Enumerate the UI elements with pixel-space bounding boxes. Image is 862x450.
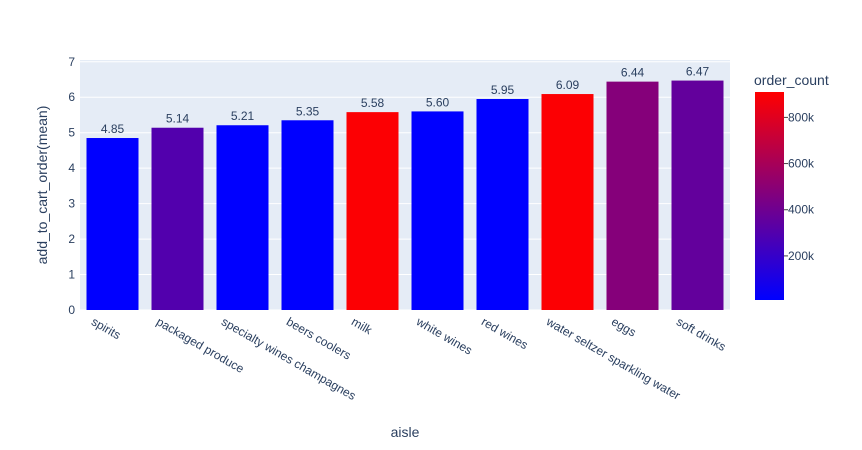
y-tick-label: 7 — [68, 55, 75, 69]
y-tick-label: 2 — [68, 232, 75, 246]
colorbar-tick-label: 200k — [788, 249, 815, 263]
x-tick-label: soft drinks — [674, 314, 728, 353]
y-tick-label: 1 — [68, 268, 75, 282]
y-tick-label: 0 — [68, 303, 75, 317]
bar — [281, 120, 334, 310]
colorbar-gradient — [755, 92, 784, 300]
bar-value-label: 6.09 — [556, 78, 580, 92]
bar-value-label: 5.35 — [296, 104, 320, 118]
colorbar-tick-label: 800k — [788, 110, 815, 124]
colorbar: order_count 200k 400k 600k 800k — [754, 72, 829, 300]
colorbar-tick-label: 400k — [788, 203, 815, 217]
bar-value-label: 4.85 — [101, 122, 125, 136]
bars — [86, 80, 724, 311]
bar-value-label: 6.47 — [686, 65, 710, 79]
y-axis-title: add_to_cart_order(mean) — [34, 106, 50, 265]
y-tick-label: 5 — [68, 126, 75, 140]
bar-value-label: 5.95 — [491, 83, 515, 97]
bar — [216, 125, 269, 310]
bar — [86, 138, 139, 310]
x-tick-label: milk — [349, 314, 375, 337]
y-tick-label: 6 — [68, 90, 75, 104]
bar-value-label: 5.21 — [231, 109, 255, 123]
x-tick-label: white wines — [413, 314, 475, 358]
bar-value-label: 5.14 — [166, 112, 190, 126]
y-axis-ticks: 0 1 2 3 4 5 6 7 — [68, 55, 75, 317]
y-tick-label: 3 — [68, 197, 75, 211]
colorbar-tick-label: 600k — [788, 157, 815, 171]
bar — [151, 127, 204, 310]
bar — [346, 112, 399, 311]
bar — [541, 94, 594, 310]
bar — [411, 111, 464, 310]
bar — [476, 99, 529, 310]
colorbar-ticks: 200k 400k 600k 800k — [784, 110, 815, 263]
colorbar-title: order_count — [754, 72, 829, 88]
bar-value-label: 5.60 — [426, 95, 450, 109]
x-tick-label: red wines — [479, 314, 530, 352]
bar-value-label: 6.44 — [621, 66, 645, 80]
bar — [671, 80, 724, 310]
bar — [606, 81, 659, 311]
bar-value-label: 5.58 — [361, 96, 385, 110]
x-tick-label: spirits — [89, 314, 123, 342]
x-axis-title: aisle — [391, 424, 420, 440]
value-labels: 4.85 5.14 5.21 5.35 5.58 5.60 5.95 6.09 6.44 6.47 — [101, 65, 710, 136]
x-tick-label: eggs — [609, 314, 639, 339]
y-tick-label: 4 — [68, 161, 75, 175]
